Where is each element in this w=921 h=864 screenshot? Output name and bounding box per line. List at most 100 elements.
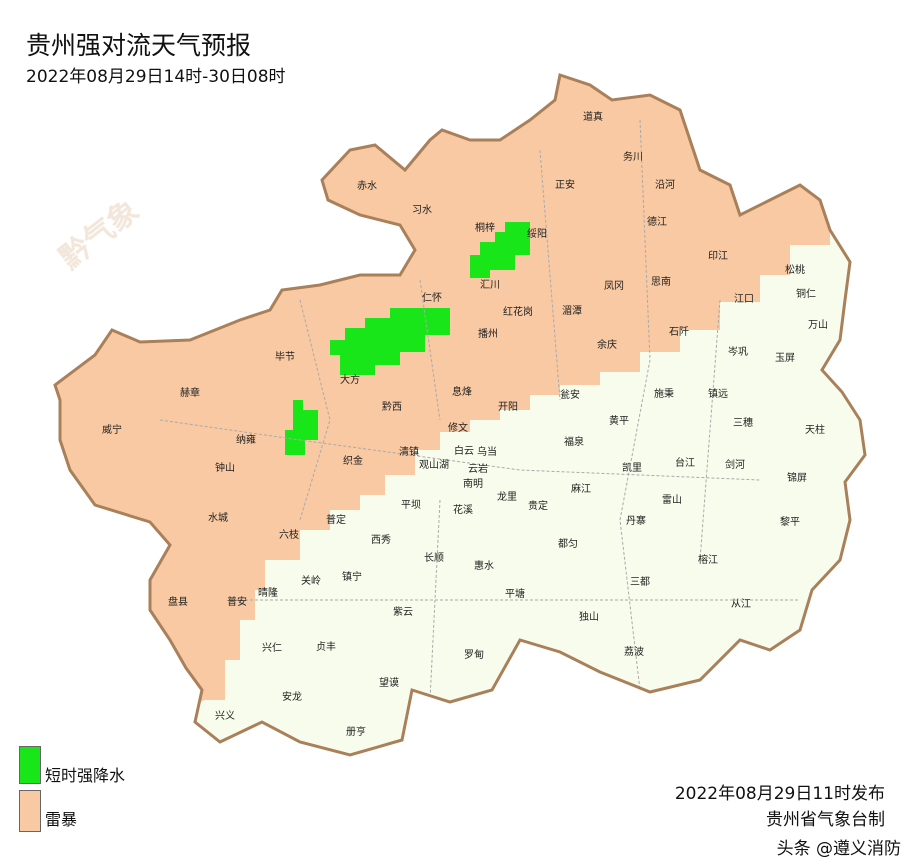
county-label: 望谟: [379, 676, 399, 689]
map-valid-period: 2022年08月29日14时-30日08时: [26, 67, 286, 87]
county-label: 龙里: [497, 490, 517, 503]
county-label: 绥阳: [527, 228, 547, 240]
county-label: 播州: [478, 327, 498, 340]
county-label: 普定: [326, 513, 346, 526]
county-label: 岑巩: [728, 346, 748, 358]
source-overlay: 头条 @遵义消防: [776, 839, 901, 859]
legend-swatch-thunderstorm: [19, 790, 41, 832]
county-label: 桐梓: [475, 221, 495, 234]
county-label: 德江: [647, 215, 667, 228]
legend-swatch-heavy-rain: [19, 746, 41, 784]
county-label: 贞丰: [316, 640, 336, 653]
county-label: 镇远: [708, 387, 728, 400]
county-label: 钟山: [215, 461, 235, 474]
legend-label-thunderstorm: 雷暴: [45, 810, 78, 829]
county-label: 江口: [734, 293, 754, 305]
county-label: 湄潭: [562, 305, 582, 317]
county-label: 凤冈: [604, 280, 624, 292]
county-label: 仁怀: [422, 292, 442, 304]
county-label: 开阳: [498, 401, 518, 413]
county-label: 赤水: [357, 180, 377, 192]
county-label: 清镇: [399, 445, 419, 458]
heavy-rain-area: [330, 308, 450, 375]
county-label: 务川: [623, 150, 643, 163]
county-label: 威宁: [102, 423, 122, 436]
county-label: 黔西: [382, 400, 402, 413]
county-label: 纳雍: [236, 433, 256, 446]
county-label: 玉屏: [775, 352, 795, 364]
county-label: 南明: [463, 477, 483, 490]
county-label: 大方: [340, 373, 360, 386]
county-label: 关岭: [301, 574, 321, 587]
county-label: 独山: [579, 610, 599, 623]
county-label: 麻江: [571, 482, 591, 495]
county-boundary: [539, 149, 561, 401]
county-label: 册亨: [346, 725, 366, 738]
county-label: 黎平: [780, 515, 800, 528]
county-label: 三穗: [733, 416, 753, 429]
county-label: 盘县: [168, 595, 188, 608]
county-label: 凯里: [622, 461, 642, 474]
county-boundary: [429, 499, 441, 701]
county-label: 天柱: [805, 423, 825, 436]
county-label: 赫章: [180, 386, 200, 399]
county-label: 云岩: [468, 462, 488, 475]
county-boundary: [619, 119, 651, 691]
county-label: 息烽: [452, 385, 472, 398]
county-label: 都匀: [558, 538, 578, 550]
issue-time: 2022年08月29日11时发布: [674, 784, 885, 804]
county-label: 平坝: [401, 499, 421, 511]
county-label: 白云: [454, 444, 474, 457]
county-label: 观山湖: [419, 459, 449, 471]
county-label: 花溪: [453, 503, 473, 516]
county-label: 织金: [343, 454, 363, 467]
county-label: 松桃: [785, 263, 805, 276]
heavy-rain-area: [470, 222, 530, 278]
county-boundary: [159, 419, 761, 481]
county-label: 六枝: [279, 528, 299, 541]
county-label: 汇川: [480, 278, 500, 291]
county-label: 镇宁: [342, 570, 362, 583]
issuer: 贵州省气象台制: [766, 810, 885, 830]
province-border: [53, 73, 867, 757]
county-label: 惠水: [474, 559, 494, 572]
county-label: 三都: [630, 576, 650, 588]
county-label: 黄平: [609, 414, 629, 427]
county-label: 水城: [208, 512, 228, 524]
map-title: 贵州强对流天气预报: [26, 31, 252, 60]
county-boundary: [299, 299, 331, 521]
county-label: 万山: [808, 319, 828, 331]
county-boundary: [699, 299, 721, 561]
county-label: 道真: [583, 110, 603, 123]
county-label: 西秀: [371, 534, 391, 546]
county-label: 兴义: [215, 710, 235, 722]
legend-label-heavy-rain: 短时强降水: [45, 766, 126, 785]
county-label: 雷山: [662, 494, 682, 506]
watermark: 黔气象: [53, 193, 145, 276]
county-label: 紫云: [393, 606, 413, 618]
county-label: 毕节: [275, 350, 295, 363]
county-label: 施秉: [654, 387, 674, 400]
county-label: 平塘: [505, 587, 525, 600]
county-label: 余庆: [597, 338, 617, 351]
county-label: 瓮安: [560, 388, 580, 401]
county-label: 台江: [675, 456, 695, 469]
county-label: 普安: [227, 595, 247, 608]
county-label: 沿河: [655, 179, 675, 191]
county-label: 安龙: [282, 690, 302, 703]
county-label: 剑河: [725, 458, 745, 471]
county-boundary: [419, 279, 441, 421]
county-label: 乌当: [477, 445, 497, 458]
county-label: 从江: [731, 598, 751, 610]
county-label: 罗甸: [464, 648, 484, 661]
county-label: 铜仁: [796, 288, 816, 300]
county-label: 习水: [412, 204, 432, 216]
county-label: 锦屏: [787, 471, 807, 484]
county-label: 印江: [708, 250, 728, 262]
county-label: 思南: [651, 275, 671, 288]
county-label: 贵定: [528, 499, 548, 512]
county-label: 石阡: [669, 326, 689, 338]
heavy-rain-area: [285, 400, 318, 455]
county-label: 兴仁: [262, 642, 282, 654]
county-label: 丹寨: [626, 514, 646, 527]
